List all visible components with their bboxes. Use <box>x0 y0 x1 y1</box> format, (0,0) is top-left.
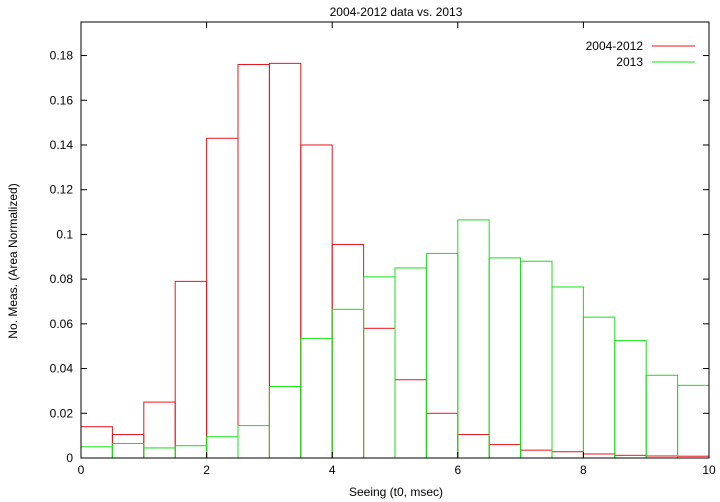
y-tick-label: 0.1 <box>56 227 73 241</box>
bar-2004-2012-16 <box>582 453 616 459</box>
y-tick-label: 0.04 <box>50 362 74 376</box>
bar-2004-2012-13 <box>488 444 522 459</box>
bar-2004-2012-4 <box>206 137 239 459</box>
chart-title: 2004-2012 data vs. 2013 <box>330 5 463 19</box>
x-tick-label: 8 <box>580 463 587 477</box>
bar-2013-16 <box>582 316 616 459</box>
bar-2013-3 <box>174 445 208 459</box>
x-tick-label: 0 <box>78 463 85 477</box>
bar-2004-2012-12 <box>457 434 490 459</box>
bar-2013-18 <box>645 374 679 459</box>
bar-2013-2 <box>143 447 176 459</box>
y-axis-label: No. Meas. (Area Normalized) <box>6 183 20 338</box>
x-tick-label: 4 <box>329 463 336 477</box>
x-axis: 0 2 4 6 8 10 <box>78 22 716 477</box>
y-tick-label: 0 <box>66 451 73 465</box>
plot-bars <box>80 62 710 459</box>
bar-2013-9 <box>363 276 396 459</box>
y-tick-label: 0.02 <box>50 406 74 420</box>
bar-2013-13 <box>488 257 522 459</box>
bar-2004-2012-9 <box>363 327 396 459</box>
y-tick-label: 0.16 <box>50 93 74 107</box>
plot-frame <box>80 21 710 459</box>
bar-2004-2012-15 <box>551 451 584 459</box>
y-tick-label: 0.14 <box>50 138 74 152</box>
bar-2004-2012-5 <box>237 63 270 459</box>
bar-2004-2012-8 <box>331 243 365 459</box>
legend-label: 2004-2012 <box>586 39 644 53</box>
bar-2004-2012-10 <box>394 379 427 459</box>
bar-2013-11 <box>425 252 459 459</box>
bar-2004-2012-1 <box>111 434 145 459</box>
bar-2004-2012-0 <box>80 426 113 459</box>
bar-2004-2012-2 <box>143 401 176 459</box>
y-tick-label: 0.06 <box>50 317 74 331</box>
bar-2013-10 <box>394 267 427 459</box>
bar-2013-8 <box>331 308 365 459</box>
bar-2004-2012-7 <box>300 144 333 459</box>
y-tick-label: 0.18 <box>50 49 74 63</box>
bar-2013-0 <box>80 446 113 459</box>
bar-2013-17 <box>614 340 647 459</box>
x-tick-label: 10 <box>702 463 716 477</box>
y-tick-label: 0.08 <box>50 272 74 286</box>
bar-2013-19 <box>677 384 710 459</box>
bar-2004-2012-14 <box>520 449 553 459</box>
bar-2004-2012-11 <box>425 412 459 459</box>
bar-2013-14 <box>520 260 553 459</box>
x-axis-label: Seeing (t0, msec) <box>349 485 443 499</box>
x-tick-label: 6 <box>454 463 461 477</box>
bar-2013-4 <box>206 436 239 459</box>
bar-2013-15 <box>551 286 584 459</box>
bar-2013-5 <box>237 425 270 459</box>
y-tick-label: 0.12 <box>50 183 74 197</box>
legend: 2004-2012 2013 <box>586 39 695 69</box>
bar-2013-1 <box>111 442 145 459</box>
bar-2013-6 <box>268 385 302 459</box>
legend-label: 2013 <box>616 55 643 69</box>
x-tick-label: 2 <box>203 463 210 477</box>
y-axis: 0 0.02 0.04 0.06 0.08 0.1 0.12 0.14 0.16 0.18 <box>50 49 709 465</box>
bar-2004-2012-3 <box>174 280 208 459</box>
bar-2013-12 <box>457 219 490 459</box>
bar-2004-2012-6 <box>268 62 302 459</box>
bar-2013-7 <box>300 337 333 459</box>
